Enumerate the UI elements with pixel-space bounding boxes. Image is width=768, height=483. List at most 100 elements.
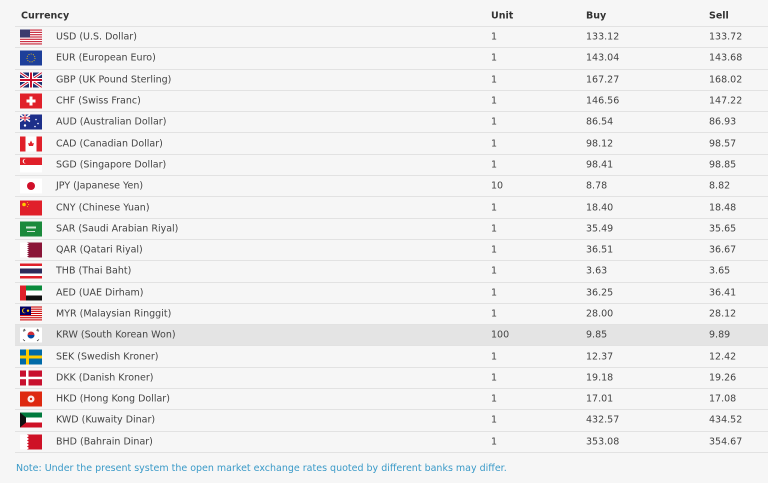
currency-unit: 1 <box>491 138 498 150</box>
sell-rate: 28.12 <box>709 308 737 320</box>
buy-rate: 8.78 <box>586 180 608 192</box>
qa-flag-icon <box>20 242 42 258</box>
us-flag-icon <box>20 29 42 45</box>
currency-name: SGD (Singapore Dollar) <box>56 159 167 171</box>
currency-name: EUR (European Euro) <box>56 52 156 64</box>
currency-unit: 1 <box>491 372 498 384</box>
sell-rate: 98.57 <box>709 138 737 150</box>
currency-name: GBP (UK Pound Sterling) <box>56 74 172 86</box>
currency-unit: 1 <box>491 202 498 214</box>
currency-name: MYR (Malaysian Ringgit) <box>56 308 172 320</box>
currency-name: SAR (Saudi Arabian Riyal) <box>56 223 179 235</box>
ch-flag-icon <box>20 93 42 109</box>
table-row: CHF (Swiss Franc) 1 146.56 147.22 <box>15 91 768 113</box>
table-row: JPY (Japanese Yen) 10 8.78 8.82 <box>15 176 768 198</box>
table-header: Currency Unit Buy Sell <box>15 5 768 27</box>
currency-unit: 1 <box>491 351 498 363</box>
table-row: EUR (European Euro) 1 143.04 143.68 <box>15 48 768 70</box>
currency-name: CAD (Canadian Dollar) <box>56 138 163 150</box>
buy-rate: 143.04 <box>586 52 620 64</box>
buy-rate: 86.54 <box>586 116 614 128</box>
th-flag-icon <box>20 263 42 279</box>
sell-rate: 98.85 <box>709 159 737 171</box>
currency-unit: 1 <box>491 223 498 235</box>
dk-flag-icon <box>20 370 42 386</box>
buy-rate: 17.01 <box>586 393 614 405</box>
buy-rate: 35.49 <box>586 223 614 235</box>
currency-unit: 1 <box>491 95 498 107</box>
table-row: AUD (Australian Dollar) 1 86.54 86.93 <box>15 112 768 134</box>
currency-unit: 1 <box>491 308 498 320</box>
header-sell: Sell <box>709 10 729 21</box>
buy-rate: 19.18 <box>586 372 614 384</box>
buy-rate: 98.41 <box>586 159 614 171</box>
table-row: DKK (Danish Kroner) 1 19.18 19.26 <box>15 368 768 390</box>
currency-unit: 100 <box>491 329 510 341</box>
currency-unit: 1 <box>491 287 498 299</box>
buy-rate: 18.40 <box>586 202 614 214</box>
currency-name: THB (Thai Baht) <box>56 265 132 277</box>
buy-rate: 28.00 <box>586 308 614 320</box>
table-row: GBP (UK Pound Sterling) 1 167.27 168.02 <box>15 70 768 91</box>
kr-flag-icon <box>20 327 42 343</box>
sell-rate: 17.08 <box>709 393 737 405</box>
sell-rate: 3.65 <box>709 265 731 277</box>
currency-unit: 1 <box>491 74 498 86</box>
sg-flag-icon <box>20 157 42 173</box>
sell-rate: 35.65 <box>709 223 737 235</box>
currency-name: KRW (South Korean Won) <box>56 329 176 341</box>
header-unit: Unit <box>491 10 514 21</box>
sell-rate: 18.48 <box>709 202 737 214</box>
buy-rate: 12.37 <box>586 351 614 363</box>
buy-rate: 146.56 <box>586 95 620 107</box>
table-row: CAD (Canadian Dollar) 1 98.12 98.57 <box>15 133 768 155</box>
table-row: HKD (Hong Kong Dollar) 1 17.01 17.08 <box>15 389 768 411</box>
table-row: THB (Thai Baht) 1 3.63 3.65 <box>15 261 768 283</box>
gb-flag-icon <box>20 72 42 88</box>
buy-rate: 167.27 <box>586 74 620 86</box>
se-flag-icon <box>20 349 42 365</box>
my-flag-icon <box>20 306 42 322</box>
currency-unit: 1 <box>491 116 498 128</box>
sell-rate: 36.41 <box>709 287 737 299</box>
sa-flag-icon <box>20 221 42 237</box>
ae-flag-icon <box>20 285 42 301</box>
sell-rate: 36.67 <box>709 244 737 256</box>
currency-unit: 1 <box>491 436 498 448</box>
table-row: SEK (Swedish Kroner) 1 12.37 12.42 <box>15 346 768 368</box>
header-currency: Currency <box>21 10 70 21</box>
hk-flag-icon <box>20 391 42 407</box>
currency-name: CHF (Swiss Franc) <box>56 95 141 107</box>
buy-rate: 432.57 <box>586 414 620 426</box>
currency-name: SEK (Swedish Kroner) <box>56 351 159 363</box>
sell-rate: 19.26 <box>709 372 737 384</box>
currency-name: AED (UAE Dirham) <box>56 287 144 299</box>
currency-name: QAR (Qatari Riyal) <box>56 244 143 256</box>
currency-unit: 1 <box>491 31 498 43</box>
currency-unit: 1 <box>491 52 498 64</box>
currency-name: HKD (Hong Kong Dollar) <box>56 393 170 405</box>
sell-rate: 354.67 <box>709 436 743 448</box>
buy-rate: 98.12 <box>586 138 614 150</box>
au-flag-icon <box>20 114 42 130</box>
currency-name: JPY (Japanese Yen) <box>56 180 144 192</box>
currency-name: USD (U.S. Dollar) <box>56 31 137 43</box>
currency-name: CNY (Chinese Yuan) <box>56 202 150 214</box>
sell-rate: 86.93 <box>709 116 737 128</box>
buy-rate: 36.25 <box>586 287 614 299</box>
table-row: BHD (Bahrain Dinar) 1 353.08 354.67 <box>15 432 768 453</box>
currency-name: AUD (Australian Dollar) <box>56 116 167 128</box>
table-row: SGD (Singapore Dollar) 1 98.41 98.85 <box>15 155 768 177</box>
table-row: CNY (Chinese Yuan) 1 18.40 18.48 <box>15 197 768 219</box>
sell-rate: 143.68 <box>709 52 743 64</box>
exchange-rate-table: Currency Unit Buy Sell USD (U.S. Dollar)… <box>15 5 768 453</box>
table-row: SAR (Saudi Arabian Riyal) 1 35.49 35.65 <box>15 219 768 240</box>
eu-flag-icon <box>20 50 42 66</box>
table-row: QAR (Qatari Riyal) 1 36.51 36.67 <box>15 240 768 262</box>
sell-rate: 8.82 <box>709 180 731 192</box>
sell-rate: 133.72 <box>709 31 743 43</box>
buy-rate: 133.12 <box>586 31 620 43</box>
currency-unit: 1 <box>491 265 498 277</box>
currency-unit: 1 <box>491 414 498 426</box>
buy-rate: 9.85 <box>586 329 608 341</box>
